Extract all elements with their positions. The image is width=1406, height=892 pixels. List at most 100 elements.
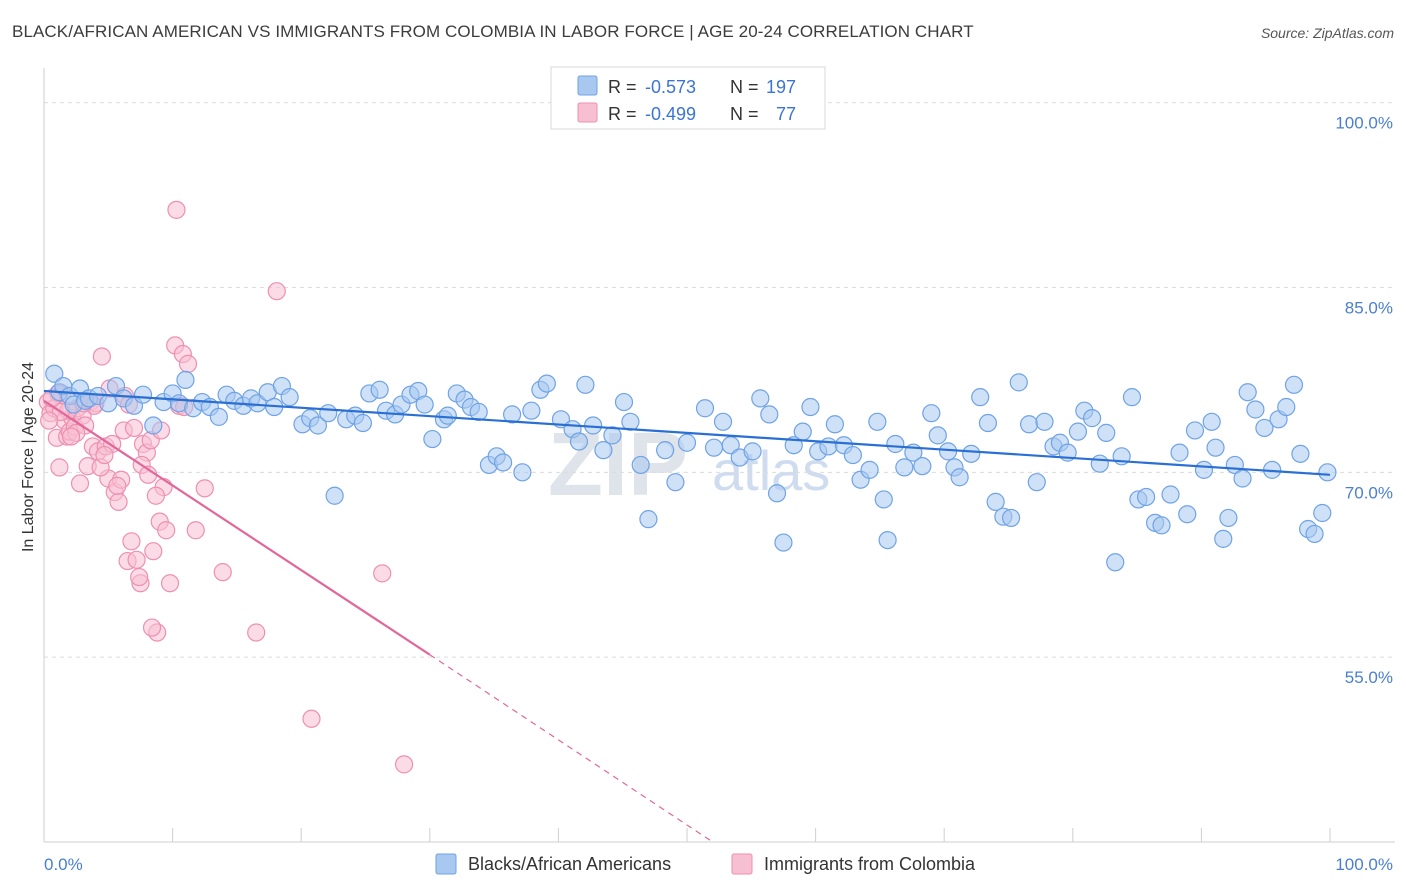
point-colombia [61,427,81,446]
point-colombia [267,282,286,301]
point-colombia [394,755,414,774]
point-blacks [666,473,685,492]
point-colombia [186,521,205,540]
y-tick-label: 55.0% [1345,668,1393,687]
point-blacks [971,388,990,407]
point-blacks [1291,444,1310,463]
point-blacks [1233,469,1252,488]
point-colombia [160,574,180,593]
point-blacks [1082,409,1102,428]
point-blacks [860,460,879,479]
point-colombia [70,474,90,493]
point-blacks [962,444,981,463]
point-blacks [469,402,488,422]
point-colombia [302,709,321,728]
point-blacks [631,455,650,475]
point-blacks [45,364,64,383]
point-blacks [1122,388,1142,407]
point-blacks [695,399,715,418]
point-blacks [1035,412,1054,431]
trend-line-colombia-extrapolated [429,654,714,843]
point-blacks [713,412,733,431]
point-blacks [423,429,442,449]
point-blacks [886,434,905,454]
point-colombia [130,567,149,587]
y-axis-title: In Labor Force | Age 20-24 [20,362,37,552]
point-blacks [603,426,622,445]
point-blacks [1178,505,1197,524]
point-blacks [438,406,457,425]
point-blacks [1238,383,1257,402]
point-blacks [209,407,228,426]
bottom-legend-label-blacks: Blacks/African Americans [468,854,671,874]
point-blacks [594,441,613,460]
bottom-legend-label-colombia: Immigrants from Colombia [764,854,976,874]
point-blacks [819,437,838,456]
point-colombia [127,550,146,569]
legend-n-value-1: 197 [766,77,796,97]
point-blacks [99,394,118,413]
point-blacks [751,389,770,408]
point-blacks [1255,418,1274,438]
point-blacks [774,533,793,552]
point-colombia [146,486,165,505]
point-blacks [415,395,434,414]
point-colombia [178,354,198,373]
point-blacks [576,375,595,394]
point-blacks [319,404,338,423]
point-blacks [1009,373,1028,392]
point-blacks [825,415,844,434]
point-blacks [308,416,328,435]
point-blacks [639,510,658,529]
bottom-legend-swatch-blacks [435,853,457,875]
chart-source: Source: ZipAtlas.com [1260,25,1394,41]
bottom-legend: Blacks/African Americans Immigrants from… [435,853,976,875]
point-blacks [1090,454,1109,473]
point-colombia [247,623,266,642]
point-blacks [874,490,893,509]
point-blacks [1019,415,1039,434]
point-blacks [280,388,299,407]
trend-lines [43,389,1331,843]
point-blacks [986,492,1005,511]
legend-r-label-2: R = [608,104,637,124]
y-tick-label: 100.0% [1335,114,1393,133]
legend-n-value-2: 77 [776,104,796,124]
point-blacks [353,413,373,433]
point-blacks [922,404,941,423]
trend-line-colombia [43,399,431,656]
point-blacks [1161,485,1180,504]
point-blacks [1202,412,1221,431]
point-blacks [1318,463,1337,482]
point-blacks [325,486,344,505]
point-blacks [537,374,556,393]
point-blacks [801,397,820,417]
point-blacks [133,385,153,404]
point-blacks [1246,400,1265,419]
point-colombia [167,200,186,219]
point-blacks [1137,487,1156,507]
legend-r-value-2: -0.499 [645,104,696,124]
trend-line-blacks [43,389,1331,476]
point-blacks [1068,422,1088,441]
point-blacks [1106,553,1125,572]
point-blacks [1214,529,1233,548]
bottom-legend-swatch-colombia [731,853,753,875]
point-colombia [213,563,232,582]
point-colombia [109,492,128,511]
point-colombia [157,521,176,540]
point-blacks [950,468,969,487]
point-blacks [1219,508,1238,528]
point-blacks [1170,443,1189,462]
point-blacks [878,530,897,550]
point-blacks [144,416,163,435]
legend-r-value-1: -0.573 [645,77,696,97]
point-blacks [494,453,513,472]
point-colombia [124,418,144,438]
point-colombia [50,458,69,477]
point-blacks [760,405,779,424]
point-blacks [614,392,634,412]
gridlines [44,102,1395,658]
point-colombia [122,532,141,551]
